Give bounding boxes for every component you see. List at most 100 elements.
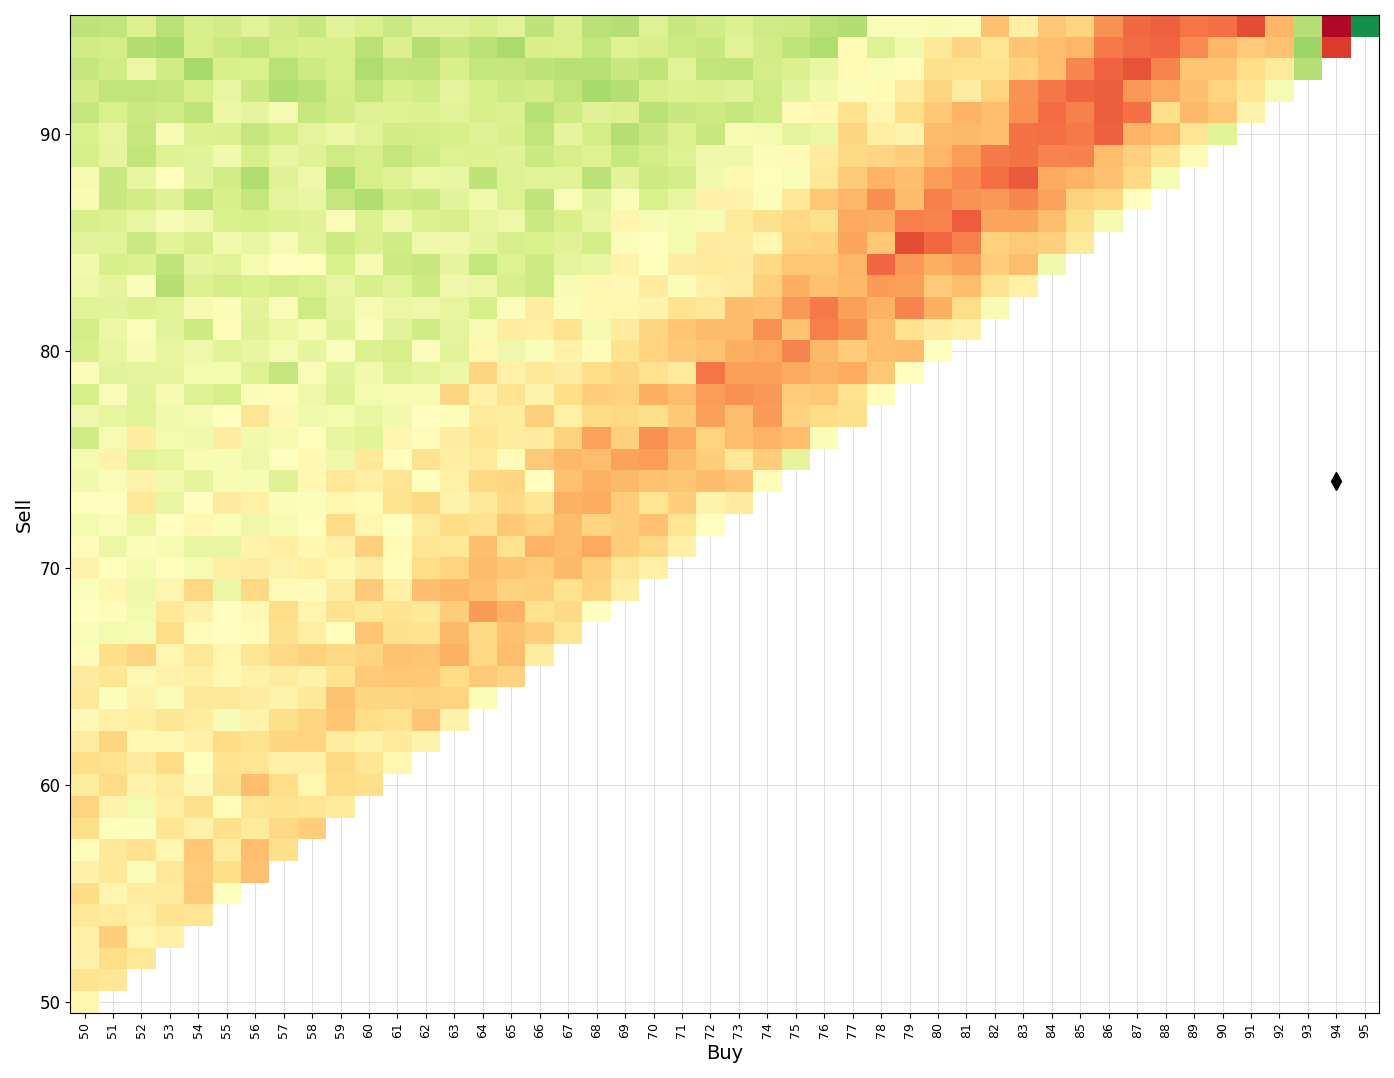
Bar <box>411 470 441 493</box>
Bar <box>668 384 696 405</box>
Bar <box>127 666 156 688</box>
Bar <box>952 189 981 210</box>
Bar <box>355 622 383 644</box>
Bar <box>355 405 383 427</box>
Bar <box>611 146 640 167</box>
Bar <box>981 167 1009 189</box>
Bar <box>1094 189 1124 210</box>
Bar <box>99 926 127 948</box>
Bar <box>99 296 127 319</box>
Bar <box>326 232 355 253</box>
Bar <box>526 101 553 124</box>
Bar <box>696 384 725 405</box>
Bar <box>1236 101 1266 124</box>
Bar <box>156 362 184 384</box>
Bar <box>895 362 924 384</box>
Bar <box>782 275 810 296</box>
Bar <box>269 666 298 688</box>
Bar <box>583 405 611 427</box>
Bar <box>838 275 867 296</box>
Bar <box>241 275 269 296</box>
Bar <box>127 817 156 839</box>
Bar <box>70 622 99 644</box>
Bar <box>810 253 838 275</box>
Bar <box>895 189 924 210</box>
Bar <box>838 405 867 427</box>
Bar <box>1009 80 1037 101</box>
Bar <box>810 167 838 189</box>
Bar <box>696 405 725 427</box>
Bar <box>1124 37 1151 58</box>
Bar <box>127 362 156 384</box>
Bar <box>212 688 241 709</box>
Bar <box>725 210 753 232</box>
Bar <box>468 362 498 384</box>
Bar <box>725 101 753 124</box>
Bar <box>696 58 725 80</box>
Bar <box>298 15 326 37</box>
Bar <box>583 58 611 80</box>
Bar <box>1179 124 1209 146</box>
Bar <box>241 514 269 536</box>
Bar <box>583 37 611 58</box>
Bar <box>326 448 355 470</box>
Bar <box>156 253 184 275</box>
Bar <box>241 731 269 752</box>
Bar <box>127 167 156 189</box>
Bar <box>212 124 241 146</box>
Bar <box>924 15 952 37</box>
Bar <box>753 189 782 210</box>
Bar <box>782 427 810 448</box>
Bar <box>127 600 156 622</box>
Bar <box>70 600 99 622</box>
Bar <box>1151 37 1179 58</box>
Bar <box>696 493 725 514</box>
Bar <box>1351 15 1379 37</box>
Bar <box>441 80 468 101</box>
Bar <box>981 58 1009 80</box>
Bar <box>981 232 1009 253</box>
Bar <box>70 232 99 253</box>
Bar <box>924 80 952 101</box>
Bar <box>184 861 212 883</box>
Bar <box>1094 146 1124 167</box>
Bar <box>99 362 127 384</box>
Bar <box>753 341 782 362</box>
Bar <box>99 514 127 536</box>
Bar <box>838 58 867 80</box>
Bar <box>468 600 498 622</box>
Bar <box>326 622 355 644</box>
Bar <box>1179 15 1209 37</box>
Bar <box>99 904 127 926</box>
Bar <box>498 493 526 514</box>
Bar <box>355 167 383 189</box>
Bar <box>611 210 640 232</box>
Bar <box>70 536 99 557</box>
Bar <box>184 405 212 427</box>
Bar <box>298 37 326 58</box>
Bar <box>269 427 298 448</box>
Bar <box>156 493 184 514</box>
Bar <box>1179 37 1209 58</box>
Bar <box>241 688 269 709</box>
Bar <box>611 15 640 37</box>
Bar <box>753 58 782 80</box>
Bar <box>1066 37 1094 58</box>
Bar <box>70 319 99 341</box>
Bar <box>1009 232 1037 253</box>
Bar <box>838 362 867 384</box>
Bar <box>326 384 355 405</box>
Bar <box>156 341 184 362</box>
Bar <box>383 124 411 146</box>
Bar <box>411 666 441 688</box>
Bar <box>156 146 184 167</box>
Bar <box>355 124 383 146</box>
Bar <box>810 405 838 427</box>
Bar <box>583 15 611 37</box>
Bar <box>1322 37 1351 58</box>
Bar <box>498 427 526 448</box>
Bar <box>725 80 753 101</box>
Bar <box>640 536 668 557</box>
Bar <box>298 600 326 622</box>
Bar <box>553 470 583 493</box>
